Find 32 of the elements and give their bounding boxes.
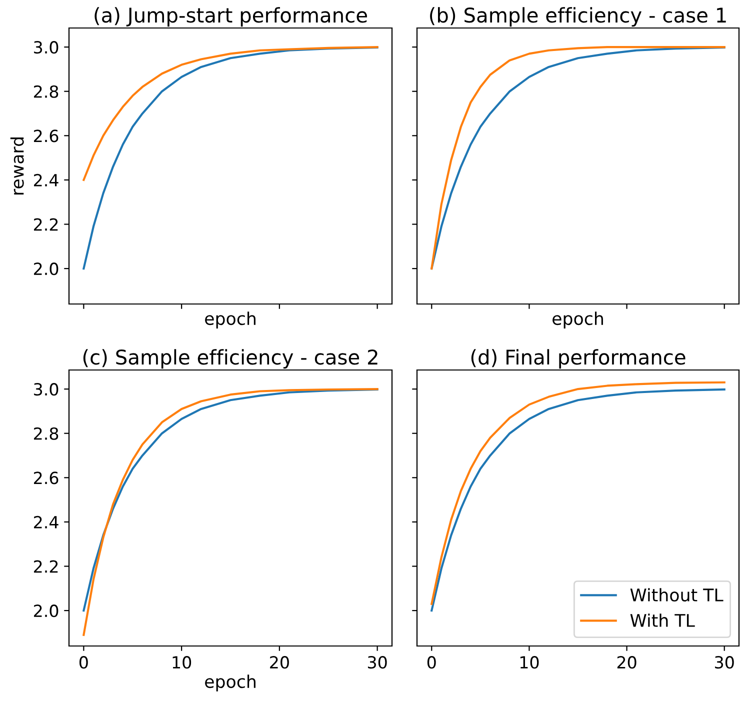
x-tick-label: 10 <box>172 656 192 669</box>
y-tick-label: 3.0 <box>34 41 58 54</box>
x-tick-label: 30 <box>368 656 387 669</box>
y-axis-title: reward <box>10 138 24 194</box>
x-axis-title: epoch <box>205 312 256 328</box>
y-tick-label: 2.6 <box>34 472 58 484</box>
y-tick-label: 3.0 <box>34 383 58 396</box>
y-tick-label: 2.4 <box>34 516 58 528</box>
y-tick-label: 2.8 <box>34 85 58 98</box>
x-tick-label: 10 <box>520 656 539 669</box>
y-tick-label: 2.8 <box>34 427 58 440</box>
x-tick-label: 20 <box>617 656 636 669</box>
chart-title: (d) Final performance <box>471 349 686 369</box>
x-axis-title: epoch <box>552 312 603 328</box>
y-tick-label: 2.0 <box>34 604 58 618</box>
legend-label: With TL <box>630 614 695 627</box>
line-series <box>82 46 378 181</box>
y-tick-label: 2.0 <box>34 262 58 276</box>
x-tick-label: 20 <box>270 656 289 669</box>
y-tick-label: 2.2 <box>34 560 58 573</box>
line-series <box>82 46 378 270</box>
y-tick-label: 2.2 <box>34 218 58 231</box>
y-tick-label: 2.6 <box>34 130 58 142</box>
x-tick-label: 30 <box>715 656 734 669</box>
chart-title: (b) Sample efficiency - case 1 <box>430 7 726 27</box>
chart-title: (c) Sample efficiency - case 2 <box>83 349 378 369</box>
x-tick-label: 0 <box>79 656 88 669</box>
x-tick-label: 0 <box>427 656 436 669</box>
legend-label: Without TL <box>630 588 724 602</box>
chart-title: (a) Jump-start performance <box>94 7 367 27</box>
y-tick-label: 2.4 <box>34 174 58 186</box>
x-axis-title: epoch <box>205 674 256 692</box>
